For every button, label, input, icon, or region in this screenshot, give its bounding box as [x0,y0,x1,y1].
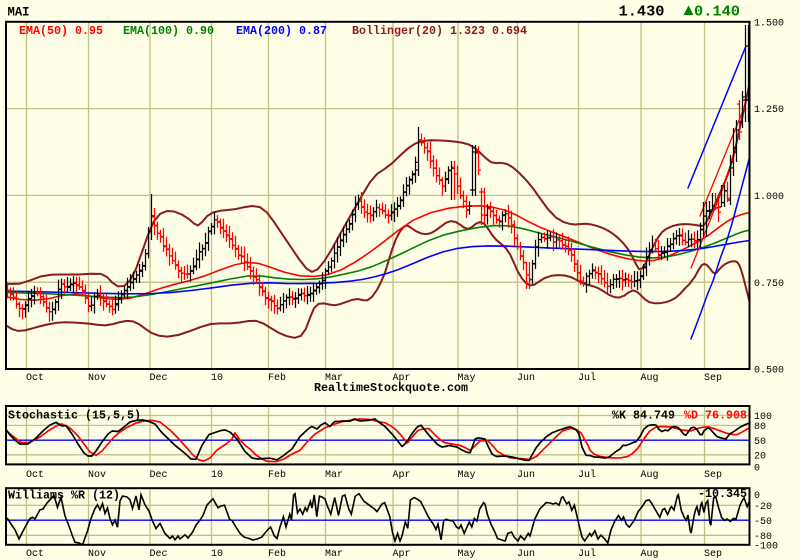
svg-text:RealtimeStockquote.com: RealtimeStockquote.com [314,382,468,395]
svg-text:0: 0 [754,491,760,502]
svg-text:0.140: 0.140 [694,5,740,21]
svg-text:%K 84.749: %K 84.749 [612,410,675,423]
svg-text:Jul: Jul [578,372,596,384]
svg-text:0.750: 0.750 [754,279,784,290]
svg-text:Sep: Sep [704,549,722,560]
svg-text:-50: -50 [754,517,772,528]
svg-text:-80: -80 [754,532,772,543]
svg-text:10: 10 [211,549,223,560]
svg-text:Jun: Jun [517,470,535,481]
svg-text:Dec: Dec [150,549,168,560]
svg-text:Dec: Dec [150,470,168,481]
svg-text:Mar: Mar [325,549,343,560]
svg-text:EMA(200) 0.87: EMA(200) 0.87 [236,25,327,38]
svg-text:20: 20 [754,451,766,462]
svg-text:MAI: MAI [8,6,30,20]
svg-text:Jul: Jul [578,469,596,481]
svg-text:1.000: 1.000 [754,192,784,203]
svg-text:10: 10 [211,470,223,481]
svg-text:0.500: 0.500 [754,366,784,377]
svg-text:Nov: Nov [88,549,106,560]
svg-text:Oct: Oct [26,549,44,560]
svg-text:Aug: Aug [641,373,659,384]
svg-text:May: May [458,373,476,384]
svg-text:Stochastic (15,5,5): Stochastic (15,5,5) [8,410,141,423]
svg-text:Mar: Mar [325,373,343,384]
svg-text:Nov: Nov [88,470,106,481]
svg-text:May: May [458,549,476,560]
svg-text:Jun: Jun [517,373,535,384]
svg-text:100: 100 [754,412,772,423]
svg-text:Aug: Aug [641,470,659,481]
svg-text:Feb: Feb [268,548,286,560]
svg-text:Apr: Apr [393,470,411,481]
svg-text:Apr: Apr [393,549,411,560]
svg-text:-100: -100 [754,542,778,553]
svg-text:Oct: Oct [26,470,44,481]
svg-text:Dec: Dec [150,373,168,384]
svg-text:80: 80 [754,422,766,433]
svg-text:May: May [458,470,476,481]
svg-text:50: 50 [754,437,766,448]
svg-text:Feb: Feb [268,372,286,384]
svg-text:-10.345: -10.345 [698,488,747,501]
svg-text:Mar: Mar [325,470,343,481]
svg-text:%D 76.908: %D 76.908 [684,410,747,423]
svg-text:Sep: Sep [704,470,722,481]
svg-text:Williams %R (12): Williams %R (12) [8,490,120,503]
svg-text:Jul: Jul [578,548,596,560]
svg-text:EMA(50) 0.95: EMA(50) 0.95 [19,25,103,38]
svg-text:10: 10 [211,373,223,384]
svg-text:1.250: 1.250 [754,105,784,116]
svg-text:-20: -20 [754,502,772,513]
svg-text:Bollinger(20) 1.323 0.694: Bollinger(20) 1.323 0.694 [352,25,527,38]
svg-text:EMA(100) 0.90: EMA(100) 0.90 [123,25,214,38]
svg-text:Nov: Nov [88,373,106,384]
svg-text:0: 0 [754,464,760,475]
svg-text:Sep: Sep [704,373,722,384]
svg-text:Apr: Apr [393,373,411,384]
svg-text:Feb: Feb [268,469,286,481]
svg-text:1.500: 1.500 [754,18,784,29]
svg-text:Aug: Aug [641,549,659,560]
svg-text:Jun: Jun [517,549,535,560]
svg-text:1.430: 1.430 [619,5,665,21]
svg-text:Oct: Oct [26,373,44,384]
